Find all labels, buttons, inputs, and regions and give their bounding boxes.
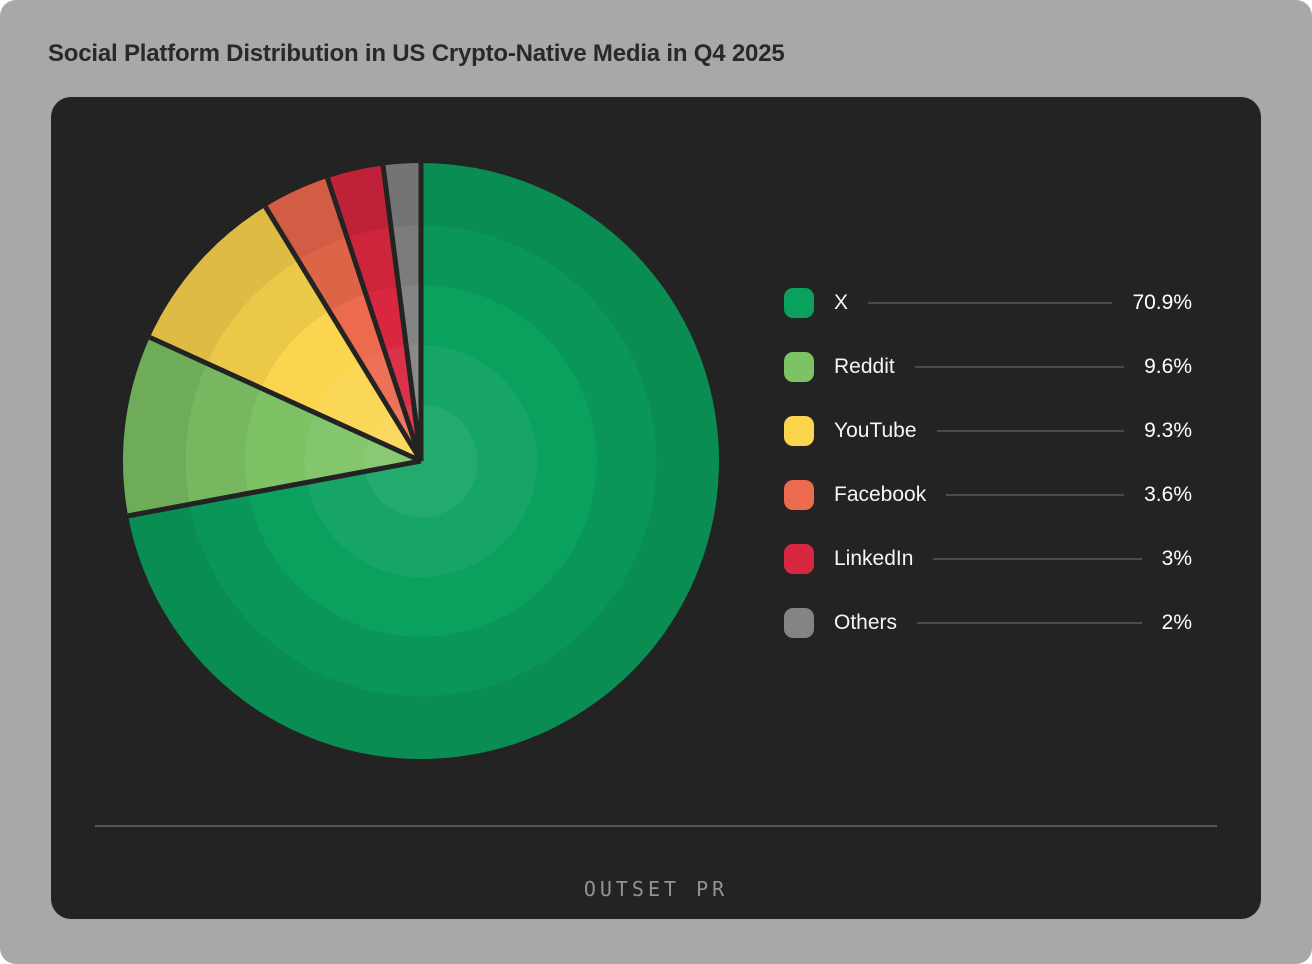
pie-slice-border <box>380 165 424 462</box>
legend-label: Facebook <box>834 483 927 506</box>
footer-divider <box>95 825 1217 827</box>
legend-value: 9.3% <box>1144 419 1192 442</box>
legend-label: Reddit <box>834 355 895 378</box>
legend-swatch <box>784 288 814 318</box>
page-title: Social Platform Distribution in US Crypt… <box>48 40 785 67</box>
legend-leader-line <box>936 430 1125 432</box>
legend-leader-line <box>868 302 1113 304</box>
legend-value: 3% <box>1161 547 1192 570</box>
legend-label: Others <box>834 611 898 634</box>
legend-leader-line <box>933 558 1142 560</box>
pie-slice-youtube-band-4 <box>369 412 421 461</box>
legend-swatch <box>784 416 814 446</box>
legend-value: 70.9% <box>1132 291 1192 314</box>
legend-label: YouTube <box>834 419 917 442</box>
legend-swatch <box>784 544 814 574</box>
legend-label: LinkedIn <box>834 547 914 570</box>
legend-leader-line <box>946 494 1125 496</box>
pie-slice-border <box>263 205 424 463</box>
legend-swatch <box>784 480 814 510</box>
legend-swatch <box>784 608 814 638</box>
legend-item-youtube: YouTube 9.3% <box>784 416 1192 446</box>
legend: X 70.9% Reddit 9.6% YouTube 9.3% Faceboo… <box>784 288 1192 638</box>
pie-slice-border <box>148 335 423 464</box>
legend-leader-line <box>917 622 1142 624</box>
legend-value: 9.6% <box>1144 355 1192 378</box>
legend-item-linkedin: LinkedIn 3% <box>784 544 1192 574</box>
pie-chart <box>122 163 719 759</box>
legend-value: 2% <box>1161 611 1192 634</box>
legend-item-facebook: Facebook 3.6% <box>784 480 1192 510</box>
legend-item-others: Others 2% <box>784 608 1192 638</box>
pie-slice-border <box>325 177 424 462</box>
brand-logo: OUTSET PR <box>583 877 729 901</box>
legend-value: 3.6% <box>1144 483 1192 506</box>
legend-item-reddit: Reddit 9.6% <box>784 352 1192 382</box>
chart-card: X 70.9% Reddit 9.6% YouTube 9.3% Faceboo… <box>51 97 1261 919</box>
legend-label: X <box>834 291 849 314</box>
legend-item-x: X 70.9% <box>784 288 1192 318</box>
legend-swatch <box>784 352 814 382</box>
legend-leader-line <box>914 366 1125 368</box>
pie-slice-border <box>127 458 422 519</box>
